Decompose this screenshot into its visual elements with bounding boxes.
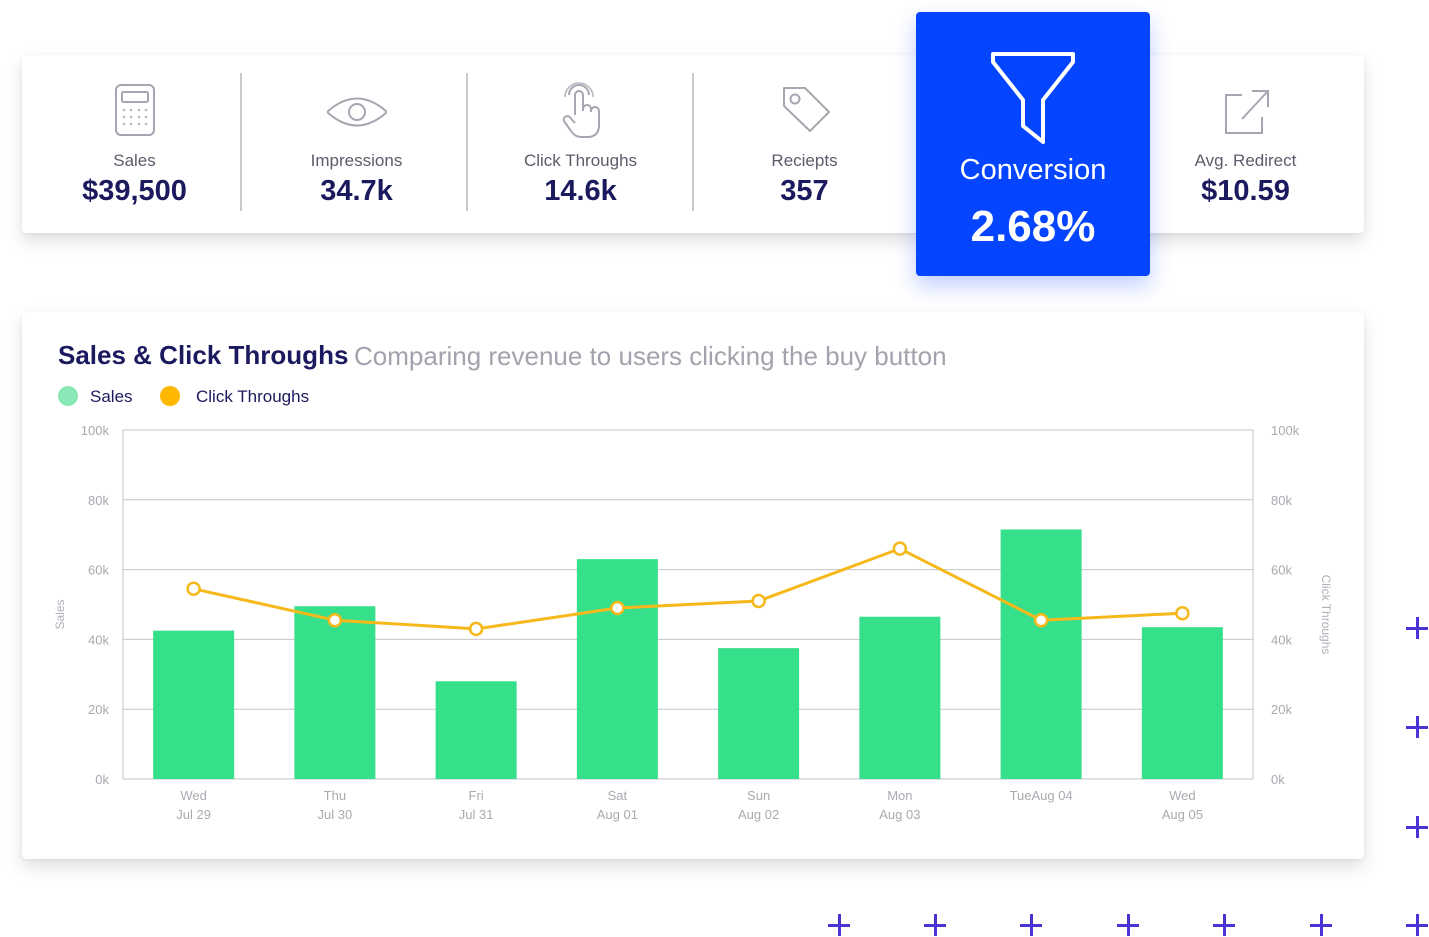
x-tick-sublabel: Aug 02 <box>738 807 779 822</box>
conversion-label: Conversion <box>959 154 1107 186</box>
chart-subtitle: Comparing revenue to users clicking the … <box>354 341 947 371</box>
x-tick-label: TueAug 04 <box>1010 788 1073 803</box>
y2-axis-title: Click Throughs <box>1319 575 1333 655</box>
conversion-value: 2.68% <box>970 202 1096 251</box>
chart-title: Sales & Click Throughs <box>58 340 349 370</box>
x-tick-sublabel: Jul 31 <box>459 807 494 822</box>
x-tick-label: Mon <box>887 788 912 803</box>
stat-label: Avg. Redirect <box>1194 151 1297 170</box>
stat-value: 34.7k <box>320 175 393 207</box>
divider <box>240 73 242 211</box>
y2-tick-label: 40k <box>1271 632 1292 647</box>
sales-bar <box>435 681 517 779</box>
conversion-card[interactable]: Conversion 2.68% <box>916 12 1150 276</box>
calculator-icon <box>114 84 155 136</box>
plus-icon <box>1310 914 1332 936</box>
stat-reciepts[interactable]: Reciepts 357 <box>692 55 917 233</box>
sales-bar <box>1141 627 1223 779</box>
y2-tick-label: 20k <box>1271 702 1292 717</box>
stat-value: 357 <box>780 175 829 207</box>
x-tick-label: Wed <box>180 788 207 803</box>
click-throughs-point <box>327 612 343 628</box>
x-tick-sublabel: Aug 05 <box>1162 807 1203 822</box>
x-tick-label: Sat <box>608 788 628 803</box>
y2-tick-label: 0k <box>1271 772 1285 787</box>
stat-label: Sales <box>113 151 156 170</box>
click-throughs-line <box>193 547 1183 631</box>
x-tick-label: Wed <box>1169 788 1196 803</box>
plus-icon <box>1406 617 1428 639</box>
divider <box>692 73 694 211</box>
tag-icon <box>782 87 830 132</box>
x-tick-sublabel: Jul 30 <box>318 807 353 822</box>
sales-bar <box>718 648 800 779</box>
sales-bar <box>1000 529 1082 779</box>
y2-tick-label: 80k <box>1271 493 1292 508</box>
click-throughs-point <box>751 593 766 609</box>
click-throughs-point <box>1175 605 1190 621</box>
stat-value: $10.59 <box>1201 175 1290 207</box>
plus-icon <box>1213 914 1235 936</box>
sales-click-throughs-chart: 0k 20k 40k 60k 80k 100k 0k 20k 40k 60k 80k 100k Sale… <box>53 423 1333 822</box>
stat-sales[interactable]: Sales $39,500 <box>22 55 247 233</box>
x-tick-sublabel: Jul 29 <box>176 807 211 822</box>
x-tick-sublabel: Aug 01 <box>597 807 638 822</box>
divider <box>466 73 468 211</box>
plus-icon <box>828 914 850 936</box>
x-tick-sublabel: Aug 03 <box>879 807 920 822</box>
plus-icon <box>1020 914 1042 936</box>
sales-bar <box>153 630 235 779</box>
y-tick-label: 0k <box>95 772 109 787</box>
y2-tick-label: 60k <box>1271 563 1292 578</box>
stat-value: $39,500 <box>82 175 187 207</box>
y-tick-label: 60k <box>88 563 109 578</box>
plus-icon <box>1117 914 1139 936</box>
x-tick-label: Thu <box>324 788 346 803</box>
y-tick-label: 100k <box>81 423 110 438</box>
y-tick-label: 80k <box>88 493 109 508</box>
chart-card: Sales & Click Throughs Comparing revenue… <box>22 312 1364 859</box>
sales-bar <box>294 606 376 779</box>
click-throughs-point <box>1033 612 1049 628</box>
legend-label: Click Throughs <box>196 387 310 406</box>
legend-label: Sales <box>90 387 133 406</box>
click-throughs-point <box>610 600 625 616</box>
y2-tick-label: 100k <box>1271 423 1300 438</box>
plus-icon <box>1406 914 1428 936</box>
eye-icon <box>326 97 387 127</box>
y-tick-label: 40k <box>88 632 109 647</box>
click-throughs-point <box>468 621 484 637</box>
sales-bar <box>576 559 658 779</box>
sales-bar <box>859 616 941 779</box>
stats-card: Sales $39,500 Impressions 34.7k Click Th… <box>22 55 1364 233</box>
x-tick-label: Sun <box>747 788 770 803</box>
y-axis-title: Sales <box>53 599 67 629</box>
click-throughs-point <box>892 541 908 556</box>
y-tick-label: 20k <box>88 702 109 717</box>
legend-dot-click-throughs <box>160 386 180 406</box>
click-throughs-point <box>186 581 201 597</box>
external-link-icon <box>1224 90 1269 134</box>
stat-label: Reciepts <box>771 151 838 170</box>
stat-click-throughs[interactable]: Click Throughs 14.6k <box>468 55 693 233</box>
plus-icon <box>924 914 946 936</box>
plus-icon <box>1406 816 1428 838</box>
stat-avg-redirect[interactable]: Avg. Redirect $10.59 <box>1133 55 1358 233</box>
x-tick-label: Fri <box>469 788 484 803</box>
funnel-icon <box>991 52 1075 144</box>
stat-label: Impressions <box>310 151 403 170</box>
plus-icon <box>1406 716 1428 738</box>
stat-label: Click Throughs <box>523 151 638 170</box>
pointer-hand-icon <box>562 82 600 138</box>
legend-dot-sales <box>58 386 78 406</box>
stat-impressions[interactable]: Impressions 34.7k <box>244 55 469 233</box>
stat-value: 14.6k <box>544 175 617 207</box>
